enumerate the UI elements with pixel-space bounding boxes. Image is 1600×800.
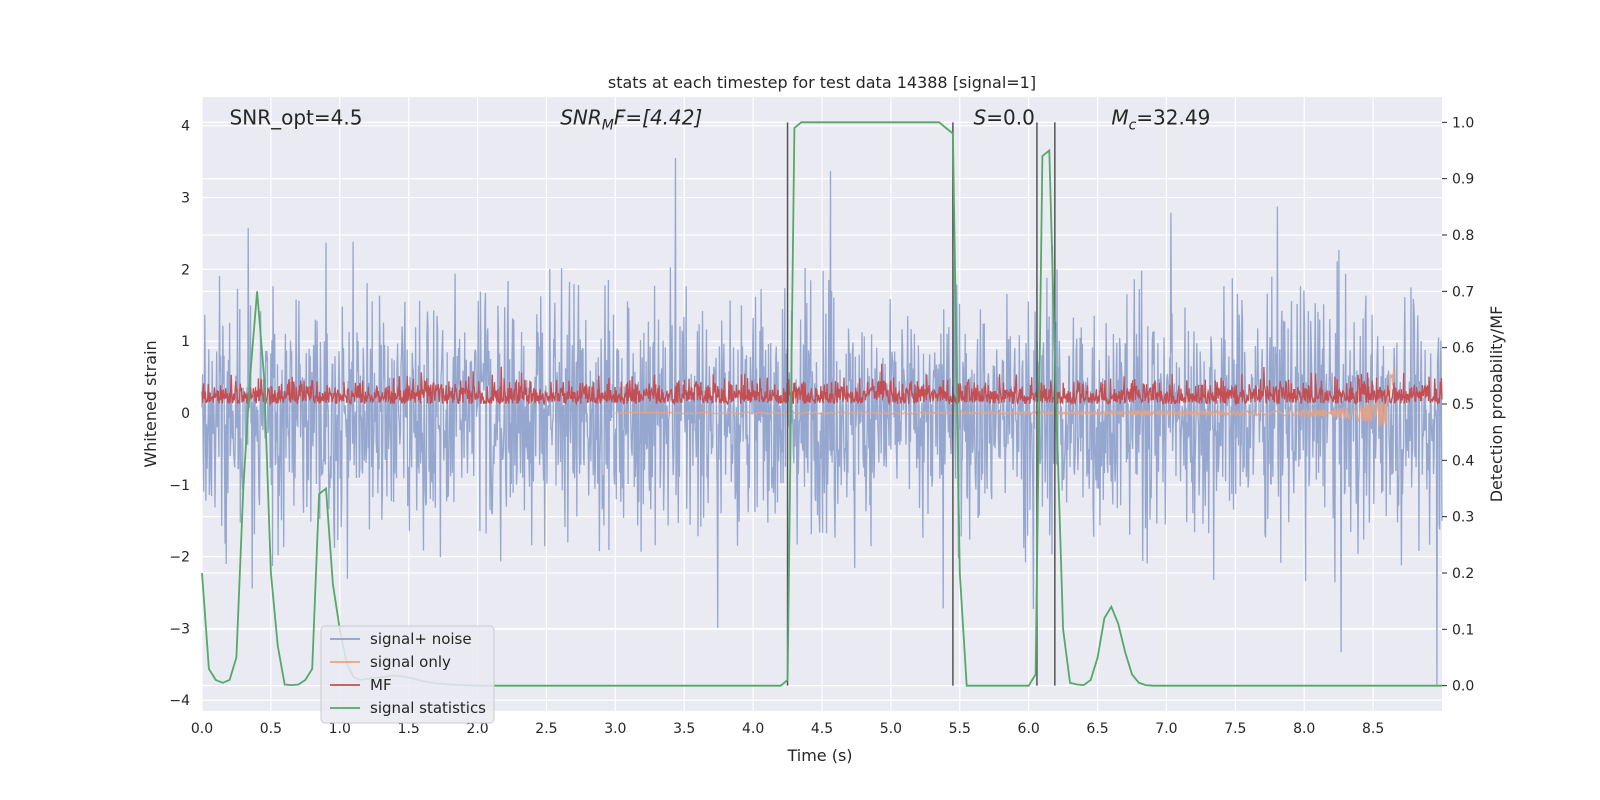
x-tick-label: 7.0 bbox=[1155, 721, 1177, 737]
y-tick-label: −3 bbox=[169, 621, 190, 637]
x-tick-label: 1.5 bbox=[398, 721, 420, 737]
y-right-tick-label: 1.0 bbox=[1452, 115, 1474, 131]
signal-statistics-series bbox=[201, 121, 1442, 687]
x-tick-label: 3.5 bbox=[673, 721, 695, 737]
x-tick-label: 8.0 bbox=[1293, 721, 1315, 737]
x-tick-label: 7.5 bbox=[1224, 721, 1246, 737]
legend-label: signal only bbox=[370, 653, 451, 671]
y-axis-label-right: Detection probability/MF bbox=[1487, 306, 1506, 503]
y-tick-label: 3 bbox=[181, 191, 190, 207]
y-right-tick-label: 0.3 bbox=[1452, 510, 1474, 526]
y-right-tick-label: 0.7 bbox=[1452, 284, 1474, 300]
signal-only-series bbox=[615, 367, 1395, 428]
y-right-tick-label: 0.0 bbox=[1452, 679, 1474, 695]
annotation-text: SNR_opt=4.5 bbox=[230, 106, 363, 130]
y-right-tick-label: 0.6 bbox=[1452, 341, 1474, 357]
annotation-text: SNRMF=[4.42] bbox=[560, 106, 702, 134]
mf-series bbox=[201, 363, 1443, 407]
x-tick-label: 8.5 bbox=[1362, 721, 1384, 737]
x-tick-label: 2.5 bbox=[535, 721, 557, 737]
legend-label: signal statistics bbox=[370, 699, 486, 717]
y-right-tick-label: 0.5 bbox=[1452, 397, 1474, 413]
y-tick-label: 2 bbox=[181, 262, 190, 278]
y-tick-label: 0 bbox=[181, 406, 190, 422]
y-axis-label: Whitened strain bbox=[141, 340, 160, 467]
y-right-tick-label: 0.1 bbox=[1452, 622, 1474, 638]
x-tick-label: 6.0 bbox=[1018, 721, 1040, 737]
x-tick-label: 0.0 bbox=[191, 721, 213, 737]
y-right-tick-label: 0.9 bbox=[1452, 172, 1474, 188]
x-tick-label: 6.5 bbox=[1086, 721, 1108, 737]
x-tick-label: 0.5 bbox=[260, 721, 282, 737]
x-tick-label: 3.0 bbox=[604, 721, 626, 737]
y-right-tick-label: 0.4 bbox=[1452, 453, 1474, 469]
x-tick-label: 4.5 bbox=[811, 721, 833, 737]
x-tick-label: 1.0 bbox=[329, 721, 351, 737]
annotation-text: Mc=32.49 bbox=[1111, 106, 1210, 134]
annotations: SNR_opt=4.5 SNRMF=[4.42] S=0.0 Mc=32.49 bbox=[230, 106, 1211, 134]
x-axis-label: Time (s) bbox=[786, 746, 852, 765]
x-tick-label: 5.0 bbox=[880, 721, 902, 737]
legend-label: MF bbox=[370, 676, 392, 694]
chart-title: stats at each timestep for test data 143… bbox=[608, 73, 1036, 92]
x-tick-label: 2.0 bbox=[466, 721, 488, 737]
legend-box bbox=[320, 625, 495, 724]
y-tick-label: 1 bbox=[181, 334, 190, 350]
y-tick-label: 4 bbox=[181, 119, 190, 135]
data-layer bbox=[201, 121, 1443, 687]
x-tick-label: 4.0 bbox=[742, 721, 764, 737]
signal-noise-series bbox=[201, 157, 1443, 686]
x-tick-label: 5.5 bbox=[949, 721, 971, 737]
legend: signal+ noise signal only MF signal statist… bbox=[320, 625, 495, 724]
y-right-tick-label: 0.2 bbox=[1452, 566, 1474, 582]
y-tick-label: −1 bbox=[169, 478, 190, 494]
legend-label: signal+ noise bbox=[370, 630, 472, 648]
y-tick-label: −4 bbox=[169, 693, 190, 709]
grid bbox=[201, 97, 1442, 711]
tick-labels: 0.0 0.5 1.0 1.5 2.0 2.5 3.0 3.5 4.0 4.5 5.0 5.5 6.0 6… bbox=[169, 115, 1474, 737]
y-tick-label: −2 bbox=[169, 550, 190, 566]
annotation-text: S=0.0 bbox=[974, 106, 1035, 130]
y-right-tick-label: 0.8 bbox=[1452, 228, 1474, 244]
